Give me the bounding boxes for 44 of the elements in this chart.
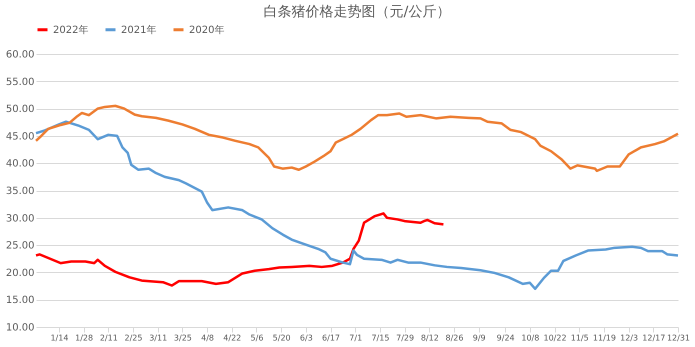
x-tick-label: 5/6 xyxy=(250,334,264,342)
x-tick-label: 7/29 xyxy=(396,334,414,342)
x-tick-label: 10/22 xyxy=(544,334,567,342)
y-tick-label: 45.00 xyxy=(6,131,34,142)
x-tick-label: 6/3 xyxy=(300,334,313,342)
x-tick-label: 8/26 xyxy=(446,334,464,342)
x-tick-label: 11/19 xyxy=(592,334,616,342)
x-tick-label: 1/14 xyxy=(50,334,68,342)
x-tick-label: 2/25 xyxy=(124,334,142,342)
y-tick-label: 20.00 xyxy=(6,268,34,279)
x-tick-label: 12/3 xyxy=(620,334,638,342)
legend-label: 2020年 xyxy=(189,24,224,36)
line-series xyxy=(34,104,680,172)
x-tick-label: 10/8 xyxy=(521,334,540,342)
y-tick-label: 35.00 xyxy=(6,186,34,197)
x-tick-label: 9/9 xyxy=(472,334,486,342)
x-tick-label: 9/24 xyxy=(496,334,515,342)
y-tick-label: 40.00 xyxy=(6,158,34,170)
x-tick-label: 7/1 xyxy=(349,334,362,342)
y-tick-label: 60.00 xyxy=(6,50,34,60)
x-tick-label: 12/17 xyxy=(642,334,666,342)
chart-title: 白条猪价格走势图（元/公斤） xyxy=(264,4,450,20)
legend-label: 2022年 xyxy=(53,24,88,36)
x-tick-label: 4/8 xyxy=(201,334,214,342)
x-tick-label: 1/28 xyxy=(75,334,94,342)
x-tick-label: 3/11 xyxy=(149,334,168,342)
x-tick-label: 2/11 xyxy=(100,334,118,342)
x-tick-label: 4/22 xyxy=(223,334,242,342)
x-tick-label: 3/25 xyxy=(174,334,192,342)
line-series xyxy=(34,212,445,287)
x-tick-label: 6/17 xyxy=(322,334,340,342)
x-tick-label: 7/15 xyxy=(371,334,390,342)
x-tick-label: 11/5 xyxy=(570,334,589,342)
x-tick-label: 5/20 xyxy=(272,334,291,342)
y-tick-label: 10.00 xyxy=(6,322,34,334)
y-tick-label: 25.00 xyxy=(6,240,34,252)
y-tick-label: 30.00 xyxy=(6,213,34,224)
y-tick-label: 50.00 xyxy=(6,104,34,116)
x-tick-label: 8/12 xyxy=(420,334,439,342)
y-tick-label: 55.00 xyxy=(6,76,34,88)
y-tick-label: 15.00 xyxy=(6,295,34,306)
legend-label: 2021年 xyxy=(121,24,156,36)
line-series xyxy=(34,120,680,290)
x-tick-label: 12/31 xyxy=(666,334,690,342)
